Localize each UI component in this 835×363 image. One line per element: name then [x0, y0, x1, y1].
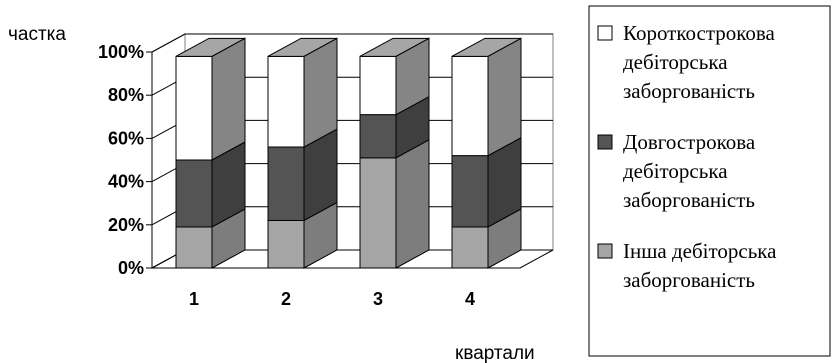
bar-side	[395, 138, 430, 269]
bar-front	[359, 55, 397, 116]
bar-segment	[175, 208, 246, 269]
x-tick-label: 4	[465, 289, 475, 309]
bar-stack	[359, 37, 430, 269]
legend-label: заборгованість	[623, 188, 755, 212]
bar-segment	[359, 37, 430, 116]
legend-box	[588, 5, 831, 357]
bar-stack	[175, 37, 246, 269]
legend-entry: Короткострокова дебіторська заборгованість	[597, 21, 776, 103]
x-tick-label: 2	[281, 289, 291, 309]
bar-front	[359, 114, 397, 159]
x-axis-ticks: 1 2 3 4	[189, 289, 475, 309]
legend-label: дебіторська	[623, 50, 728, 74]
chart-bars	[175, 37, 522, 269]
y-tick-label: 40%	[108, 172, 144, 192]
legend-label: Інша дебіторська	[623, 239, 777, 263]
legend-label: Короткострокова	[623, 21, 776, 45]
legend-label: дебіторська	[623, 159, 728, 183]
y-tick-label: 0%	[118, 258, 144, 278]
bar-top	[451, 37, 522, 57]
legend-swatch	[597, 25, 613, 41]
bar-side	[487, 37, 522, 157]
y-tick-label: 20%	[108, 215, 144, 235]
legend-entry: Довгострокова дебіторська заборгованість	[597, 130, 756, 212]
bar-front	[451, 155, 489, 228]
bar-side	[303, 37, 338, 148]
bar-top	[359, 37, 430, 57]
x-tick-label: 3	[373, 289, 383, 309]
bar-stack	[451, 37, 522, 269]
bar-segment	[451, 136, 522, 228]
bar-stack	[267, 37, 338, 269]
bar-front	[267, 146, 305, 221]
x-axis-label: квартали	[455, 343, 535, 363]
x-tick-label: 1	[189, 289, 199, 309]
bar-top	[175, 37, 246, 57]
legend: Короткострокова дебіторська заборгованість…	[588, 5, 831, 357]
bar-front	[267, 55, 305, 148]
y-tick-label: 80%	[108, 85, 144, 105]
legend-label: заборгованість	[623, 268, 755, 292]
legend-label: Довгострокова	[623, 130, 756, 154]
bar-front	[175, 226, 213, 269]
y-axis-label: частка	[8, 24, 66, 45]
legend-swatch	[597, 243, 613, 259]
bar-segment	[359, 138, 430, 269]
bar-top	[267, 37, 338, 57]
bar-front	[359, 157, 397, 269]
bar-segment	[175, 141, 246, 228]
bar-segment	[267, 128, 338, 222]
legend-label: заборгованість	[623, 79, 755, 103]
y-tick-label: 100%	[98, 42, 144, 62]
bar-side	[211, 37, 246, 161]
y-tick-label: 60%	[108, 128, 144, 148]
bar-front	[267, 219, 305, 269]
bar-front	[451, 226, 489, 269]
y-axis-ticks: 0% 20% 40% 60% 80% 100%	[98, 42, 153, 278]
bar-segment	[175, 37, 246, 161]
legend-swatch	[597, 134, 613, 150]
gridline	[151, 33, 553, 53]
bar-front	[175, 55, 213, 161]
bar-front	[175, 159, 213, 228]
legend-entry: Інша дебіторська заборгованість	[597, 239, 777, 292]
bar-segment	[267, 201, 338, 269]
bar-front	[451, 55, 489, 157]
